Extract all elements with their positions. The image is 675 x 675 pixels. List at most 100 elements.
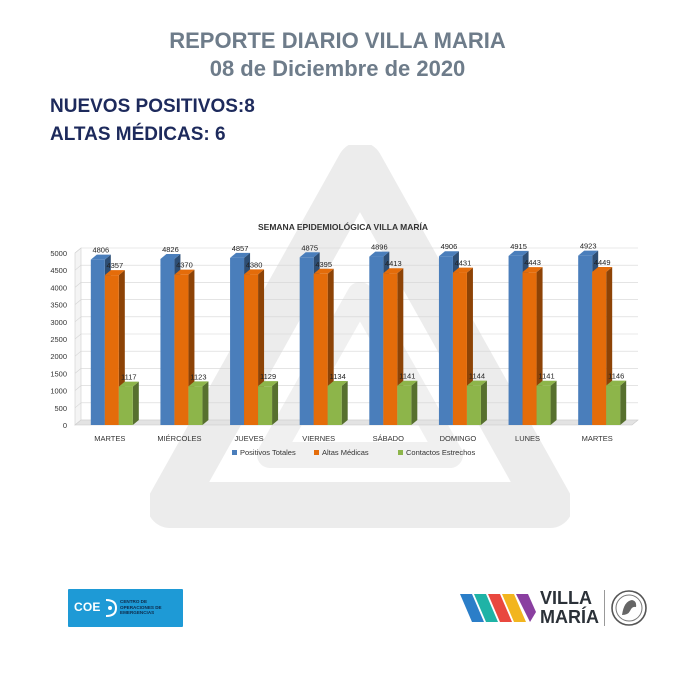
- gridline-diag: [74, 350, 82, 357]
- data-label: 1144: [469, 372, 485, 381]
- y-tick-label: 3500: [50, 301, 67, 310]
- bar: [299, 257, 314, 425]
- data-label: 4443: [524, 258, 541, 267]
- data-label: 4826: [162, 245, 179, 254]
- bar-top: [592, 266, 613, 272]
- bar-top: [606, 380, 627, 386]
- bar: [508, 255, 523, 425]
- y-tick-label: 5000: [50, 249, 67, 258]
- villa-maria-wordmark: VILLA MARÍA: [540, 589, 599, 627]
- bar-top: [466, 380, 487, 386]
- bar-top: [452, 267, 473, 273]
- report-title: REPORTE DIARIO VILLA MARIA: [169, 28, 506, 53]
- bar-top: [160, 253, 181, 259]
- y-tick-label: 500: [54, 404, 67, 413]
- medical-discharges-stat: ALTAS MÉDICAS: 6: [50, 124, 226, 145]
- coe-acronym: COE: [74, 600, 101, 614]
- x-tick-label: MARTES: [94, 434, 125, 443]
- legend-label: Altas Médicas: [322, 448, 369, 457]
- bar-top: [188, 381, 209, 387]
- bar: [118, 386, 133, 425]
- bar-top: [230, 252, 251, 258]
- data-label: 4857: [232, 244, 249, 253]
- bar-top: [536, 380, 557, 386]
- epidemiological-week-chart: SEMANA EPIDEMIOLÓGICA VILLA MARÍA 0 500 10…: [50, 221, 639, 457]
- data-label: 4431: [455, 259, 472, 268]
- bar: [452, 272, 467, 425]
- bar-side: [480, 380, 487, 425]
- x-axis: MARTES MIÉRCOLES JUEVES VIERNES SÁBADO DOMING…: [94, 434, 613, 443]
- logo-divider: [604, 590, 605, 626]
- y-tick-label: 0: [63, 421, 67, 430]
- data-label: 4875: [301, 243, 318, 252]
- coe-emblem-icon: [105, 599, 118, 617]
- gridline-diag: [74, 247, 82, 254]
- bar-top: [244, 269, 265, 275]
- new-positives-stat: NUEVOS POSITIVOS:8: [50, 96, 255, 117]
- bar: [606, 385, 621, 425]
- y-tick-label: 4000: [50, 283, 67, 292]
- bar-top: [258, 381, 279, 387]
- data-label: 4906: [441, 242, 458, 251]
- y-tick-label: 1000: [50, 387, 67, 396]
- maria-word: MARÍA: [540, 607, 599, 627]
- bar-top: [174, 269, 195, 275]
- x-tick-label: LUNES: [515, 434, 540, 443]
- bar-top: [522, 267, 543, 273]
- city-seal-icon: [611, 590, 647, 626]
- bar: [383, 273, 398, 425]
- data-label: 4357: [106, 261, 123, 270]
- bar: [438, 256, 453, 425]
- bar: [90, 259, 105, 425]
- y-tick-label: 2000: [50, 352, 67, 361]
- bar: [244, 274, 259, 425]
- report-date: 08 de Diciembre de 2020: [209, 56, 466, 81]
- chart-legend: Positivos Totales Altas Médicas Contactos …: [232, 448, 475, 457]
- coe-full-name: CENTRO DE OPERACIONES DE EMERGENCIAS: [120, 599, 162, 616]
- bar-side: [620, 380, 627, 425]
- x-tick-label: JUEVES: [234, 434, 263, 443]
- bar-top: [104, 270, 125, 276]
- villa-word: VILLA: [540, 588, 592, 608]
- bar: [258, 386, 273, 425]
- data-label: 4380: [246, 260, 263, 269]
- bar-side: [132, 381, 139, 425]
- gridline-diag: [74, 402, 82, 409]
- bar-side: [341, 380, 348, 425]
- legend-label: Contactos Estrechos: [406, 448, 475, 457]
- legend-swatch: [232, 450, 237, 455]
- bar-side: [550, 380, 557, 425]
- bar-top: [118, 381, 139, 387]
- legend-swatch: [314, 450, 319, 455]
- data-label: 4395: [315, 260, 332, 269]
- bar: [104, 275, 119, 425]
- bar-top: [508, 250, 529, 256]
- x-tick-label: SÁBADO: [373, 434, 404, 443]
- legend-label: Positivos Totales: [240, 448, 296, 457]
- gridline-diag: [74, 368, 82, 374]
- bar-side: [202, 381, 209, 425]
- bar: [522, 272, 537, 425]
- data-label: 4896: [371, 243, 388, 252]
- bar: [397, 385, 412, 425]
- y-tick-label: 1500: [50, 369, 67, 378]
- bar-top: [369, 251, 390, 257]
- bar-top: [438, 251, 459, 257]
- data-label: 1146: [608, 372, 624, 381]
- bar-top: [299, 252, 320, 258]
- gridline-diag: [74, 316, 82, 323]
- bar: [578, 255, 593, 425]
- legend-swatch: [398, 450, 403, 455]
- gridline-diag: [74, 264, 82, 271]
- x-tick-label: MIÉRCOLES: [157, 434, 201, 443]
- data-label: 4923: [580, 242, 597, 251]
- data-label: 1129: [260, 372, 276, 381]
- bar: [369, 256, 384, 425]
- bar: [174, 274, 189, 425]
- gridline-diag: [74, 282, 82, 288]
- data-label: 4370: [176, 261, 193, 270]
- data-label: 4806: [92, 246, 109, 255]
- bar-top: [90, 254, 111, 260]
- y-tick-label: 3000: [50, 318, 67, 327]
- bar: [536, 385, 551, 425]
